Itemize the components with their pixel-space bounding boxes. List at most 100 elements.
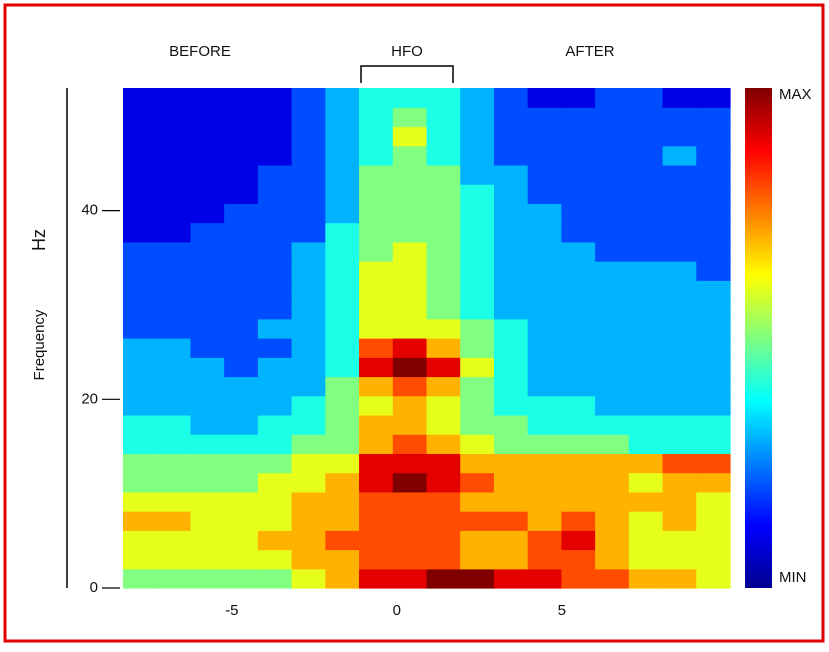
heatmap-cell: [460, 395, 495, 416]
heatmap-cell: [325, 472, 360, 493]
heatmap-cell: [595, 164, 630, 185]
heatmap-cell: [460, 203, 495, 224]
heatmap-cell: [123, 126, 158, 147]
heatmap-cell: [156, 299, 192, 320]
heatmap-cell: [561, 261, 596, 281]
heatmap-cell: [392, 511, 428, 531]
heatmap-cell: [696, 88, 731, 108]
heatmap-cell: [291, 280, 326, 301]
heatmap-cell: [257, 280, 293, 301]
heatmap-cell: [359, 261, 394, 281]
heatmap-cell: [561, 434, 596, 454]
heatmap-cell: [493, 222, 529, 243]
heatmap-cell: [493, 549, 529, 570]
heatmap-cell: [257, 434, 293, 454]
heatmap-cell: [291, 164, 326, 185]
heatmap-cell: [224, 395, 259, 416]
heatmap-cell: [426, 530, 461, 551]
heatmap-cell: [595, 472, 630, 493]
heatmap-cell: [527, 222, 562, 243]
heatmap-cell: [224, 549, 259, 570]
heatmap-cell: [561, 511, 596, 531]
heatmap-cell: [156, 491, 192, 512]
heatmap-cell: [628, 88, 664, 108]
heatmap-cell: [662, 549, 697, 570]
heatmap-cell: [257, 338, 293, 358]
heatmap-cell: [561, 164, 596, 185]
heatmap-cell: [460, 338, 495, 358]
heatmap-cell: [426, 164, 461, 185]
heatmap-cell: [224, 261, 259, 281]
heatmap-cell: [426, 88, 461, 108]
heatmap-cell: [561, 318, 596, 339]
heatmap-cell: [595, 184, 630, 204]
heatmap-cell: [527, 318, 562, 339]
heatmap-cell: [628, 472, 664, 493]
heatmap-cell: [359, 357, 394, 378]
heatmap-cell: [359, 530, 394, 551]
heatmap-cell: [359, 88, 394, 108]
heatmap-cell: [628, 434, 664, 454]
heatmap-cell: [257, 241, 293, 262]
heatmap-cell: [123, 568, 158, 589]
heatmap-cell: [190, 414, 225, 435]
heatmap-cell: [224, 338, 259, 358]
heatmap-cell: [190, 338, 225, 358]
heatmap-cell: [190, 549, 225, 570]
heatmap-cell: [460, 434, 495, 454]
heatmap-cell: [595, 453, 630, 474]
heatmap-cell: [190, 318, 225, 339]
heatmap-cell: [662, 453, 697, 474]
heatmap-cell: [595, 511, 630, 531]
heatmap-cell: [156, 549, 192, 570]
heatmap-cell: [426, 376, 461, 397]
heatmap-cell: [460, 126, 495, 147]
heatmap-cell: [190, 241, 225, 262]
heatmap-cell: [156, 434, 192, 454]
heatmap-cell: [527, 88, 562, 108]
heatmap-cell: [325, 318, 360, 339]
heatmap-cell: [257, 357, 293, 378]
heatmap-cell: [460, 107, 495, 128]
heatmap-cell: [325, 203, 360, 224]
heatmap-cell: [156, 164, 192, 185]
heatmap-cell: [628, 453, 664, 474]
heatmap-cell: [696, 453, 731, 474]
heatmap-cell: [224, 357, 259, 378]
heatmap-cell: [392, 414, 428, 435]
heatmap-cell: [426, 203, 461, 224]
heatmap-cell: [460, 145, 495, 166]
heatmap-cell: [224, 107, 259, 128]
heatmap-cell: [426, 491, 461, 512]
heatmap-cell: [325, 184, 360, 204]
heatmap-cell: [291, 241, 326, 262]
heatmap-cell: [325, 164, 360, 185]
heatmap-cell: [662, 376, 697, 397]
heatmap-cell: [123, 395, 158, 416]
heatmap-cell: [628, 395, 664, 416]
annotation: AFTER: [565, 43, 614, 60]
heatmap-cell: [493, 414, 529, 435]
heatmap-cell: [156, 126, 192, 147]
heatmap-cell: [392, 107, 428, 128]
heatmap-cell: [595, 107, 630, 128]
heatmap-cell: [561, 280, 596, 301]
heatmap-cell: [662, 261, 697, 281]
heatmap-cell: [426, 318, 461, 339]
heatmap-cell: [493, 491, 529, 512]
heatmap-cell: [696, 414, 731, 435]
heatmap-cell: [460, 299, 495, 320]
heatmap-cell: [359, 280, 394, 301]
heatmap-cell: [628, 549, 664, 570]
heatmap-cell: [359, 299, 394, 320]
heatmap-cell: [527, 491, 562, 512]
heatmap-cell: [224, 126, 259, 147]
heatmap-cell: [123, 434, 158, 454]
heatmap-cell: [527, 453, 562, 474]
heatmap-cell: [696, 299, 731, 320]
heatmap-cell: [460, 549, 495, 570]
heatmap-cell: [527, 549, 562, 570]
heatmap-cell: [527, 145, 562, 166]
heatmap-cell: [595, 434, 630, 454]
heatmap-cell: [561, 395, 596, 416]
